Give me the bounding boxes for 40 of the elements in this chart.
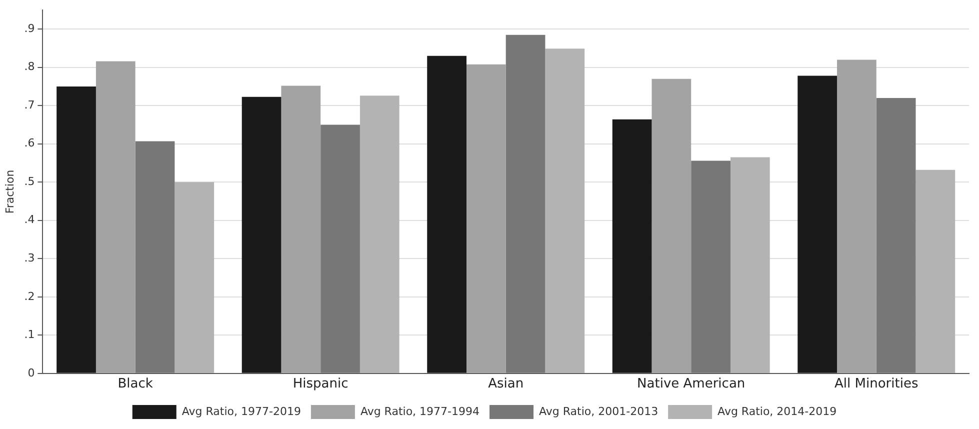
bar [652, 78, 692, 373]
y-tick-label: .7 [24, 98, 35, 112]
y-tick-label: .4 [24, 213, 35, 226]
legend-label: Avg Ratio, 2001-2013 [539, 404, 658, 418]
x-tick-label: Black [118, 376, 154, 392]
y-tick-label: .5 [24, 174, 35, 188]
y-tick-label: .2 [24, 290, 35, 303]
bar [916, 170, 956, 373]
bar [837, 60, 876, 373]
x-tick-label: Hispanic [292, 376, 348, 392]
y-axis-title: Fraction [3, 170, 16, 214]
bar [612, 119, 652, 373]
y-tick-label: .3 [24, 252, 35, 264]
bar [466, 64, 506, 373]
legend-label: Avg Ratio, 1977-1994 [360, 404, 480, 418]
y-tick-label: 0 [28, 366, 35, 380]
bar [96, 61, 136, 373]
bar [730, 157, 770, 373]
bar [876, 98, 916, 373]
y-tick-label: .6 [24, 136, 35, 150]
bar [506, 34, 546, 373]
bar [281, 86, 321, 373]
legend-label: Avg Ratio, 2014-2019 [718, 404, 837, 418]
y-tick-label: .8 [24, 60, 35, 74]
bar [427, 56, 466, 373]
bar [545, 48, 585, 373]
x-tick-label: All Minorities [834, 376, 918, 392]
bar [320, 124, 360, 373]
bar [56, 86, 96, 373]
bar [691, 160, 730, 373]
bar [135, 141, 175, 373]
bar [360, 96, 400, 373]
bar [798, 76, 837, 373]
legend-label: Avg Ratio, 1977-2019 [182, 404, 301, 418]
x-tick-label: Native American [637, 376, 746, 392]
bar [242, 96, 282, 373]
x-tick-label: Asian [488, 376, 524, 392]
y-tick-label: .9 [24, 22, 35, 35]
bar [174, 182, 214, 373]
y-tick-label: .1 [24, 328, 35, 342]
